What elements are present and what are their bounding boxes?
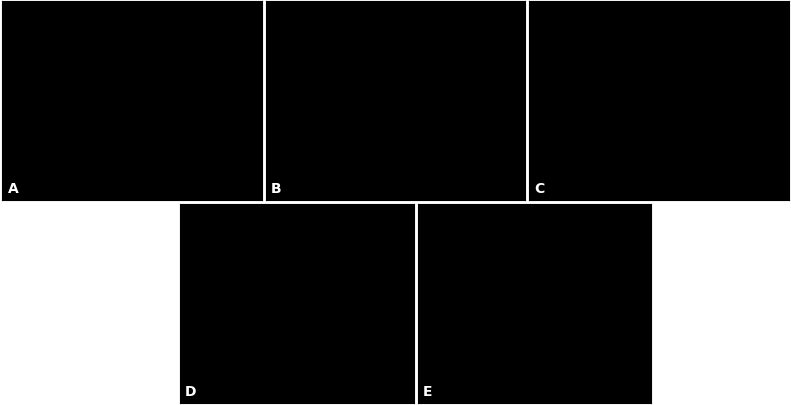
Text: D: D	[185, 384, 196, 398]
Text: A: A	[8, 181, 18, 196]
Text: C: C	[535, 181, 545, 196]
Text: B: B	[271, 181, 282, 196]
Text: E: E	[422, 384, 432, 398]
